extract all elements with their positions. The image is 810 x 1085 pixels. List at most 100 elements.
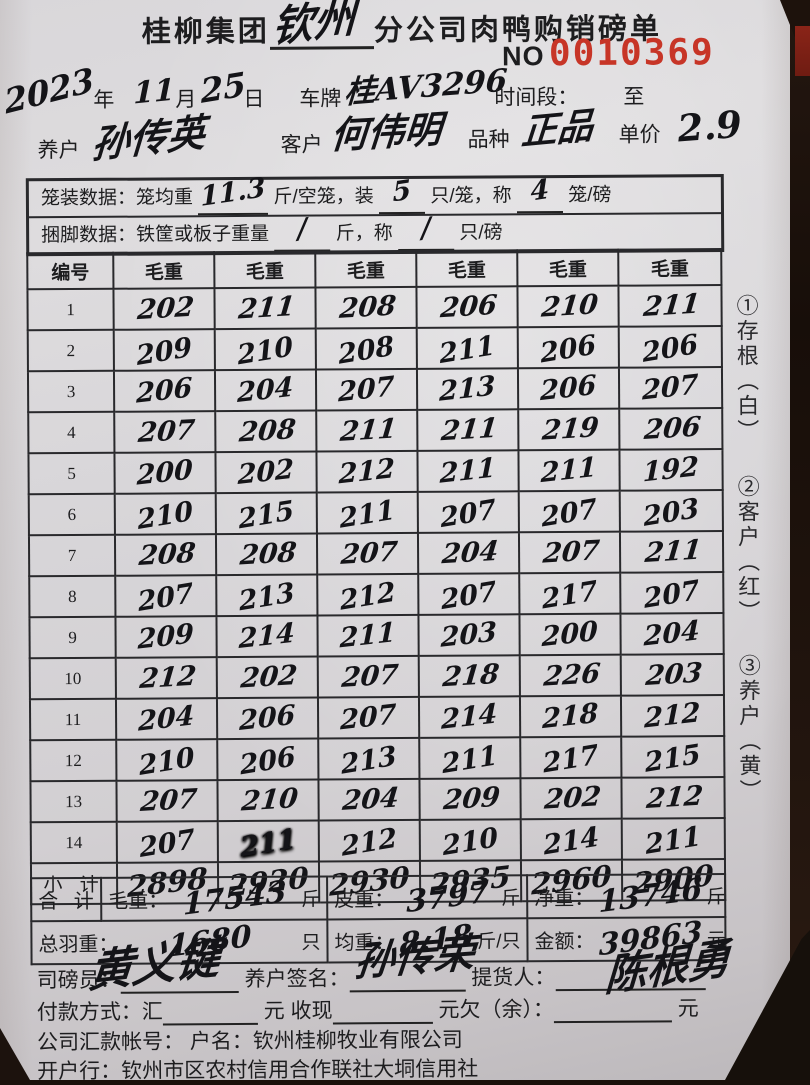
footer-section: 司磅员： 养户签名： 提货人： 黄义键 孙传荣 陈根勇 付款方式：汇 元 收现 …	[37, 929, 797, 1083]
weight-cell: 211	[317, 614, 419, 657]
weight-value: 210	[540, 289, 600, 324]
weight-cell: 207	[316, 532, 419, 575]
weight-value: 213	[237, 577, 297, 618]
row-number: 10	[29, 657, 116, 700]
weight-value: 210	[240, 782, 300, 818]
cage-row1-unit3: 笼/磅	[568, 184, 612, 206]
weight-cell: 202	[215, 451, 317, 494]
weight-value: 212	[338, 452, 396, 491]
weight-value: 207	[439, 494, 498, 535]
weight-value: 192	[642, 451, 700, 489]
weight-cell: 206	[216, 697, 319, 740]
weight-value: 211	[338, 494, 397, 535]
row-number: 6	[28, 493, 115, 536]
weight-cell: 212	[621, 777, 725, 819]
month-value: 11	[133, 72, 176, 112]
weight-cell: 211	[316, 491, 418, 535]
weight-value: 210	[137, 741, 197, 783]
weight-row: 11 204 206 207 214 218 212	[29, 695, 725, 741]
copy-label-customer: ②客户（红）	[734, 474, 761, 625]
row-number: 9	[29, 616, 116, 659]
weight-cell: 207	[115, 575, 217, 619]
weight-cell: 206	[113, 370, 216, 412]
row-number: 7	[28, 534, 116, 577]
weight-cell: 204	[620, 613, 724, 655]
header-cell: 编号	[27, 252, 114, 290]
weight-value: 213	[339, 740, 399, 781]
weight-cell: 211	[417, 409, 519, 451]
total-label: 合 计	[31, 877, 102, 922]
weight-cell: 207	[620, 572, 724, 615]
cage-load-fill: 5	[378, 175, 426, 215]
weight-cell: 211	[417, 450, 519, 492]
weight-cell: 226	[519, 654, 621, 697]
payment-unit3: 元	[677, 997, 699, 1021]
gross-unit: 斤	[301, 889, 321, 911]
day-label: 日	[243, 87, 265, 111]
weight-cell: 207	[317, 696, 420, 739]
weight-value: 212	[138, 660, 199, 696]
weight-value: 214	[542, 821, 601, 862]
signature-line: 司磅员： 养户签名： 提货人： 黄义键 孙传荣 陈根勇	[37, 929, 732, 1001]
weight-cell: 218	[519, 695, 622, 738]
foot-row2-unit2: 只/磅	[459, 222, 503, 244]
weight-value: 211	[237, 290, 297, 326]
weight-cell: 207	[315, 368, 418, 411]
weight-value: 208	[137, 537, 198, 573]
weight-value: 207	[339, 536, 400, 571]
weight-value: 218	[441, 658, 502, 694]
weight-value: 207	[541, 535, 602, 570]
foot-frame-value: /	[296, 212, 308, 246]
weight-value: 211	[643, 534, 704, 570]
weight-value: 202	[237, 453, 295, 492]
weight-value: 206	[239, 699, 296, 738]
weight-value: 203	[642, 492, 701, 533]
weight-cell: 206	[517, 326, 619, 370]
header-cell: 毛重	[214, 251, 316, 289]
serial-line: NO 0010369	[502, 32, 715, 74]
customer-value: 何伟明	[328, 106, 444, 158]
row-number: 13	[30, 780, 117, 823]
time-to-label: 至	[623, 85, 645, 109]
weight-cell: 212	[620, 695, 725, 737]
row-number: 5	[28, 452, 115, 495]
weight-value: 200	[541, 615, 599, 654]
weight-value: 210	[236, 331, 295, 372]
weight-value: 207	[136, 577, 196, 619]
row-number: 12	[30, 739, 117, 782]
grand-total-row: 合 计 毛重： 17543 斤 皮重： 3797 斤 净重： 13746 斤	[31, 871, 726, 922]
farmer-value: 孙传英	[90, 108, 207, 168]
weight-cell: 204	[214, 369, 317, 412]
weight-cell: 207	[317, 655, 419, 698]
weight-cell: 211	[518, 449, 620, 492]
weight-value: 217	[541, 739, 601, 780]
weight-value: 210	[441, 822, 500, 863]
branch-blank: 钦州	[269, 0, 375, 52]
amount-label: 金额：	[534, 930, 595, 954]
weight-cell: 208	[114, 534, 217, 576]
weight-value: 211	[642, 288, 702, 324]
farmer-label: 养户	[37, 138, 80, 163]
weight-cell: 214	[418, 696, 521, 738]
customer-label: 客户	[280, 133, 323, 157]
weight-cell: 209	[115, 616, 217, 658]
weight-cell: 215	[621, 736, 725, 779]
foot-row2-label: 捆脚数据：铁筐或板子重量	[41, 223, 270, 247]
weight-cell: 211	[214, 287, 316, 330]
weight-cell: 212	[316, 450, 418, 493]
title-prefix: 桂柳集团	[141, 15, 270, 49]
weight-value: 207	[338, 370, 395, 409]
weight-value: 215	[237, 495, 296, 536]
weight-value: 207	[439, 576, 499, 617]
weight-row: 1 202 211 208 206 210 211	[27, 285, 722, 331]
weight-cell: 202	[216, 656, 318, 699]
cage-row: 笼装数据：笼均重 11.3 斤/空笼，装 5 只/笼，称 4 笼/磅	[29, 172, 721, 216]
weight-value: 204	[341, 782, 401, 817]
farmer-sign-label: 养户签名：	[244, 967, 350, 991]
weight-cell: 202	[520, 777, 622, 820]
weight-value: 213	[439, 370, 496, 408]
tare-value: 3797	[406, 873, 490, 920]
weight-value: 202	[239, 659, 300, 695]
weight-value: 204	[237, 371, 294, 410]
